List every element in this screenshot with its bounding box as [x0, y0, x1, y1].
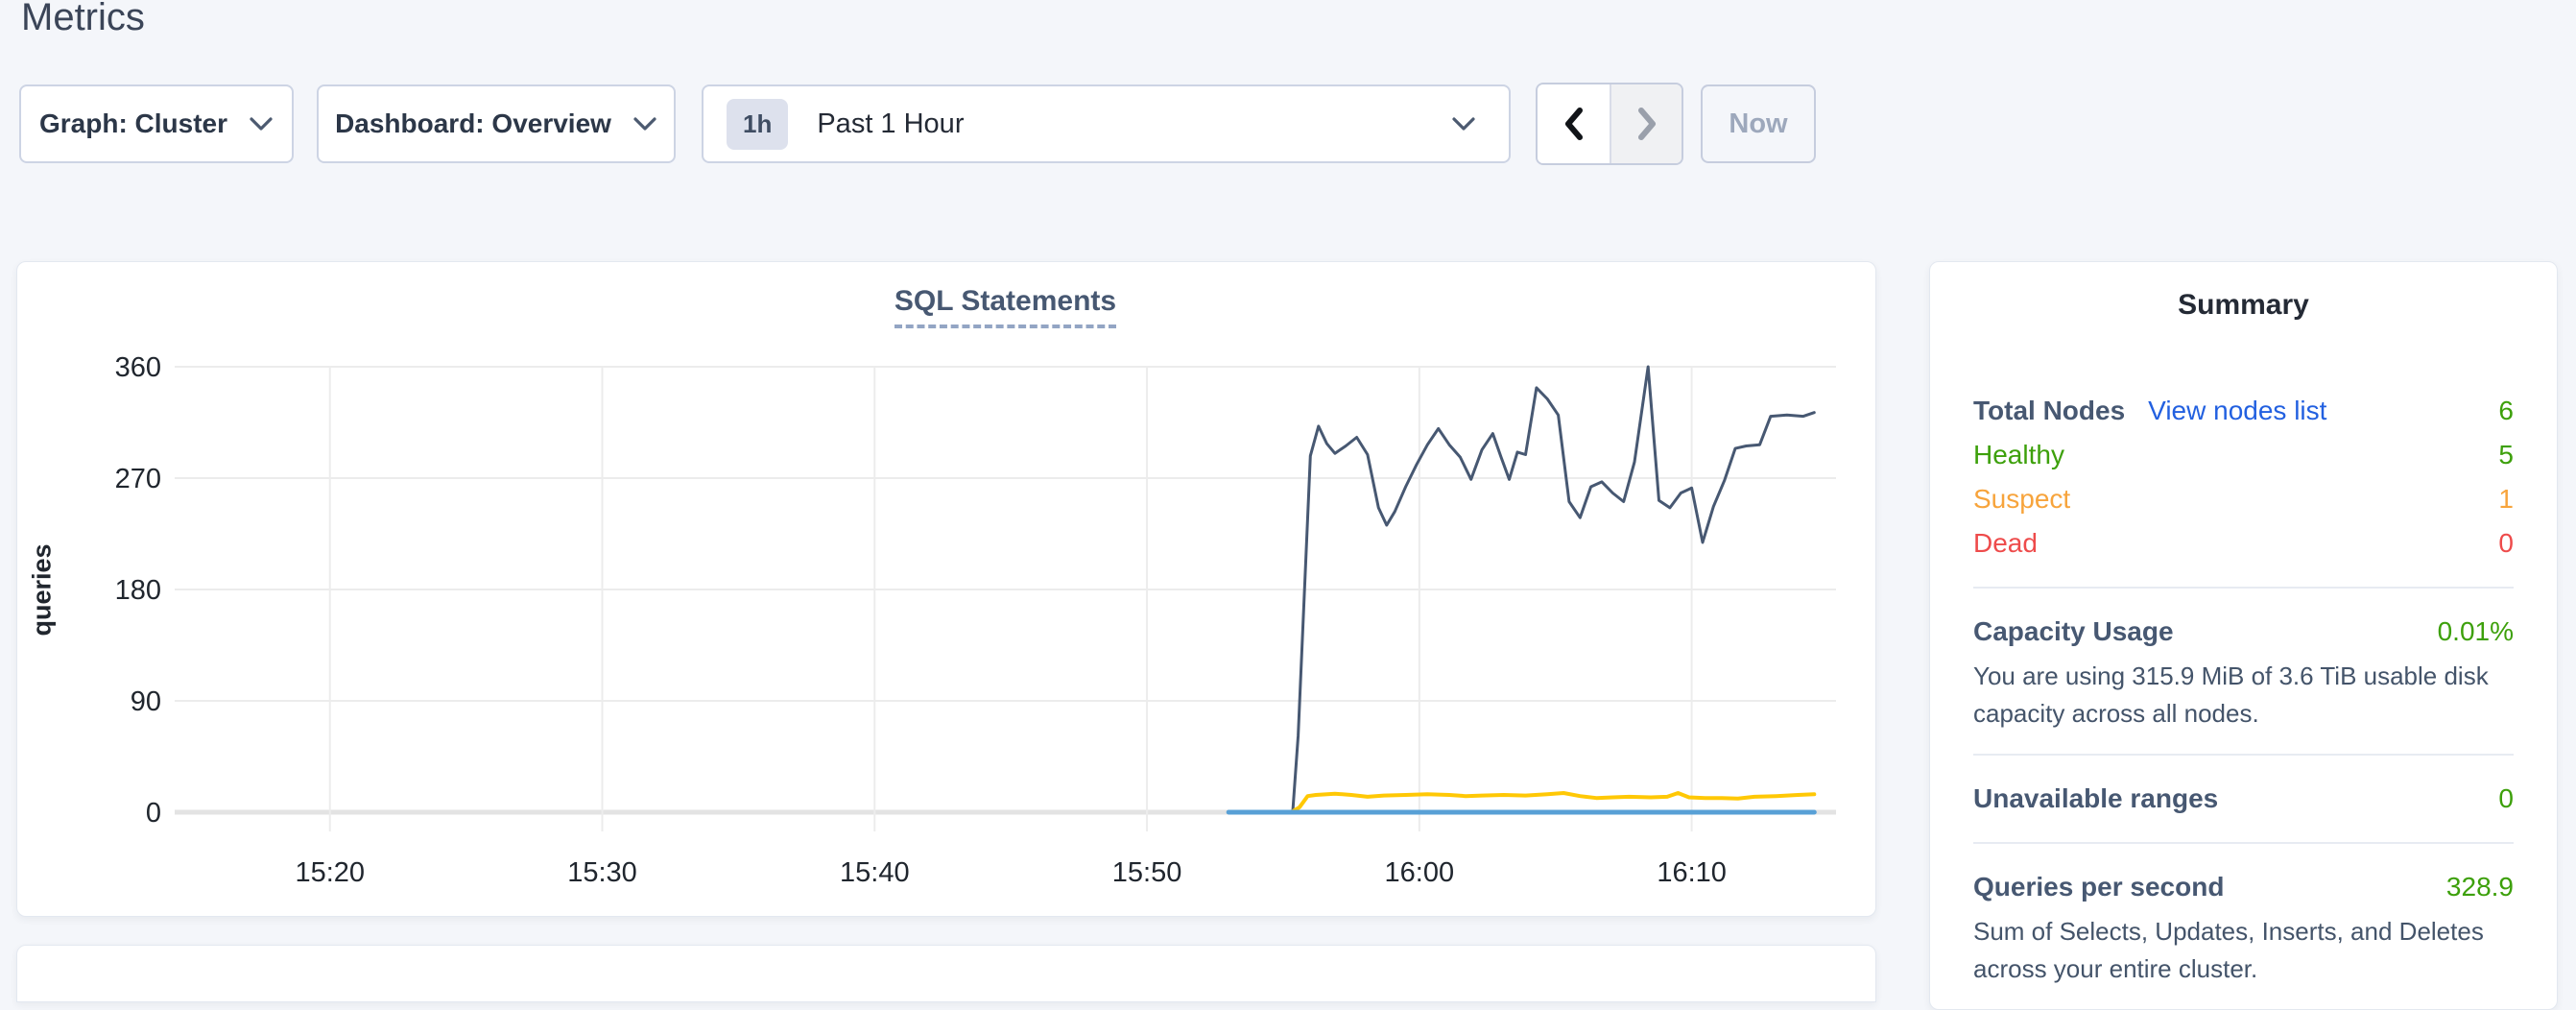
graph-dropdown-label: Graph: Cluster: [38, 108, 228, 138]
time-range-label: Past 1 Hour: [817, 108, 965, 139]
sql-statements-chart-card: SQL Statements queries 0 90 180 270 360 15:20…: [16, 261, 1876, 917]
svg-text:15:20: 15:20: [295, 857, 365, 888]
capacity-usage-value: 0.01%: [2437, 616, 2514, 646]
chevron-down-icon: [1452, 117, 1475, 131]
total-nodes-label: Total Nodes: [1973, 396, 2126, 425]
next-time-button[interactable]: [1610, 84, 1682, 163]
dead-value: 0: [2498, 528, 2514, 558]
unavailable-ranges-label: Unavailable ranges: [1973, 783, 2219, 813]
svg-text:180: 180: [115, 575, 161, 606]
svg-text:360: 360: [115, 352, 161, 383]
time-range-badge: 1h: [727, 98, 789, 150]
time-range-picker[interactable]: 1h Past 1 Hour: [702, 84, 1511, 163]
queries-per-second-description: Sum of Selects, Updates, Inserts, and De…: [1973, 917, 2484, 983]
dashboard-dropdown[interactable]: Dashboard: Overview: [317, 84, 676, 163]
chart-title[interactable]: SQL Statements: [894, 285, 1117, 328]
svg-text:15:40: 15:40: [840, 857, 910, 888]
queries-per-second-label: Queries per second: [1973, 872, 2225, 902]
svg-text:16:00: 16:00: [1385, 857, 1455, 888]
healthy-label: Healthy: [1973, 440, 2064, 469]
queries-per-second-row: Queries per second 328.9: [1973, 865, 2514, 909]
divider: [1973, 842, 2514, 844]
chevron-right-icon: [1637, 108, 1656, 140]
divider: [1973, 754, 2514, 756]
next-chart-card: [16, 945, 1876, 1002]
healthy-value: 5: [2498, 440, 2514, 469]
dashboard-dropdown-label: Dashboard: Overview: [335, 108, 611, 138]
divider: [1973, 587, 2514, 589]
dead-label: Dead: [1973, 528, 2038, 558]
time-step-buttons: [1536, 83, 1683, 165]
summary-panel: Summary Total Nodes View nodes list 6 He…: [1929, 261, 2558, 1010]
unavailable-ranges-row: Unavailable ranges 0: [1973, 777, 2514, 821]
graph-dropdown[interactable]: Graph: Cluster: [19, 84, 294, 163]
suspect-nodes-row: Suspect 1: [1973, 477, 2514, 521]
summary-title: Summary: [2178, 289, 2309, 321]
dead-nodes-row: Dead 0: [1973, 521, 2514, 565]
svg-text:270: 270: [115, 464, 161, 494]
capacity-usage-description: You are using 315.9 MiB of 3.6 TiB usabl…: [1973, 661, 2489, 728]
page-title: Metrics: [21, 0, 145, 38]
prev-time-button[interactable]: [1538, 84, 1610, 163]
svg-text:15:30: 15:30: [567, 857, 637, 888]
svg-text:15:50: 15:50: [1112, 857, 1182, 888]
chevron-down-icon: [250, 117, 273, 131]
unavailable-ranges-value: 0: [2498, 783, 2514, 813]
suspect-label: Suspect: [1973, 484, 2071, 514]
sql-statements-chart[interactable]: 0 90 180 270 360 15:20 15:30 15:40 15:50 16:00 16:…: [17, 262, 1877, 918]
svg-text:16:10: 16:10: [1657, 857, 1727, 888]
svg-text:90: 90: [131, 686, 161, 717]
suspect-value: 1: [2498, 484, 2514, 514]
queries-per-second-value: 328.9: [2445, 872, 2514, 902]
capacity-usage-row: Capacity Usage 0.01%: [1973, 610, 2514, 654]
now-button[interactable]: Now: [1701, 84, 1816, 163]
svg-text:0: 0: [146, 798, 161, 829]
capacity-usage-label: Capacity Usage: [1973, 616, 2174, 646]
healthy-nodes-row: Healthy 5: [1973, 433, 2514, 477]
total-nodes-row: Total Nodes View nodes list 6: [1973, 389, 2514, 433]
total-nodes-value: 6: [2498, 396, 2514, 425]
chevron-down-icon: [633, 117, 656, 131]
view-nodes-list-link[interactable]: View nodes list: [2148, 396, 2327, 425]
chevron-left-icon: [1564, 108, 1583, 140]
